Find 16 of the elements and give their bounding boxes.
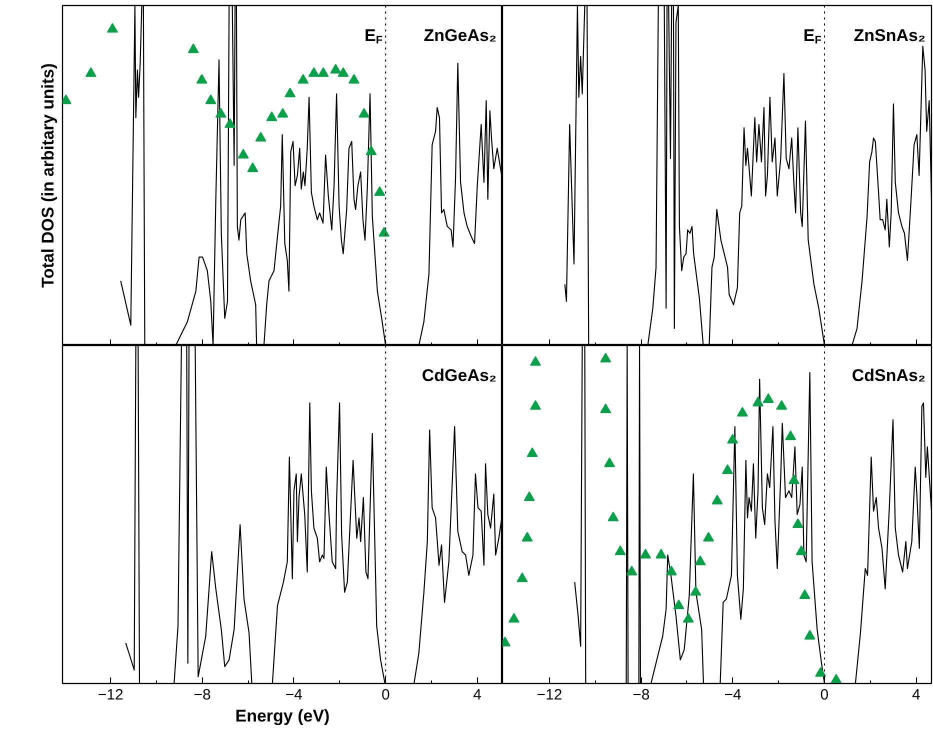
annotation: CdGeAs₂ — [422, 366, 496, 385]
x-tick-label: −8 — [194, 686, 211, 704]
x-tick-label: −4 — [285, 686, 303, 704]
x-tick-label: 4 — [912, 686, 920, 704]
x-tick-label: −8 — [632, 686, 650, 704]
x-axis-title: Energy (eV) — [235, 706, 330, 726]
annotation: ZnSnAs₂ — [854, 26, 926, 45]
annotation: ZnGeAs₂ — [424, 26, 497, 45]
annotation: CdSnAs₂ — [852, 366, 926, 385]
x-tick-label: 4 — [473, 686, 482, 704]
y-axis-title: Total DOS (in arbitary units) — [38, 63, 58, 288]
x-tick-label: −4 — [724, 686, 742, 704]
x-tick-label: 0 — [820, 686, 829, 704]
x-tick-label: −12 — [98, 686, 124, 704]
x-tick-label: 0 — [381, 686, 390, 704]
x-tick-label: −12 — [536, 686, 562, 704]
